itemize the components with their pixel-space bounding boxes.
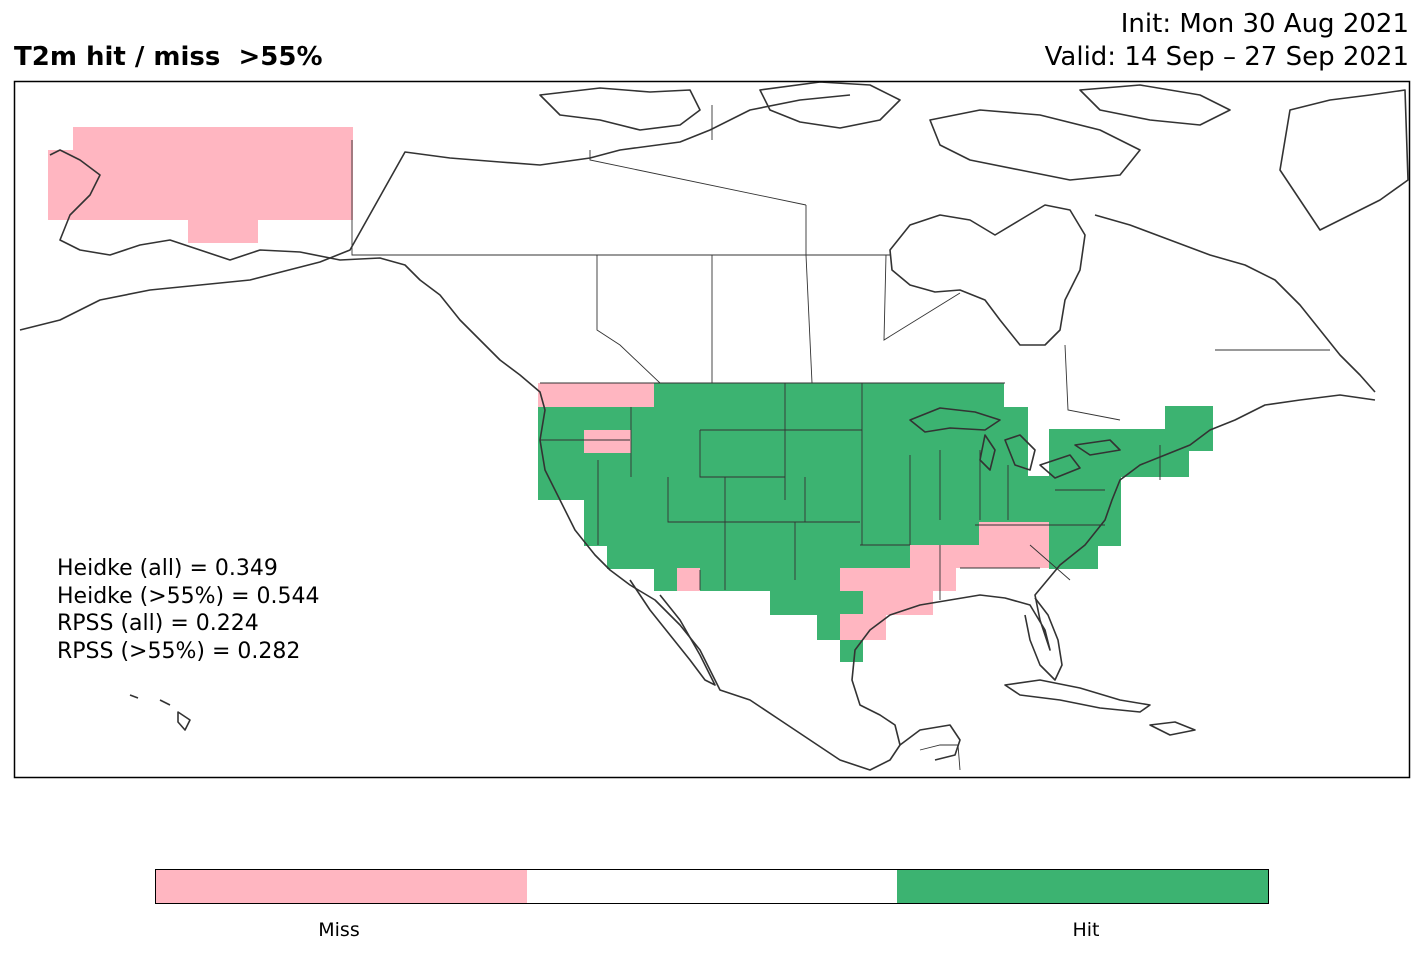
skill-scores: Heidke (all) = 0.349 Heidke (>55%) = 0.5…	[57, 555, 320, 665]
colorbar-hit-segment	[897, 870, 1269, 903]
valid-period: Valid: 14 Sep – 27 Sep 2021	[1044, 42, 1409, 72]
borders	[351, 105, 1330, 771]
southeast-gap	[956, 568, 1049, 614]
conus-miss-region	[538, 383, 1049, 640]
coastlines	[19, 81, 1409, 771]
rpss-55: RPSS (>55%) = 0.282	[57, 638, 301, 664]
colorbar-label-miss: Miss	[318, 919, 360, 941]
heidke-55: Heidke (>55%) = 0.544	[57, 583, 320, 609]
heidke-all: Heidke (all) = 0.349	[57, 556, 278, 581]
date-info: Init: Mon 30 Aug 2021 Valid: 14 Sep – 27…	[1045, 8, 1409, 74]
colorbar-label-hit: Hit	[1072, 919, 1100, 941]
alaska-miss-region	[48, 127, 353, 243]
colorbar-neutral-segment	[526, 870, 898, 903]
map-title: T2m hit / miss >55%	[14, 42, 323, 72]
init-date: Init: Mon 30 Aug 2021	[1120, 9, 1409, 39]
map-frame	[13, 80, 1411, 779]
rpss-all: RPSS (all) = 0.224	[57, 611, 259, 636]
colorbar	[155, 869, 1269, 904]
hit-miss-map	[13, 80, 1411, 779]
conus-hit-region	[538, 383, 1213, 662]
colorbar-miss-segment	[156, 870, 527, 903]
